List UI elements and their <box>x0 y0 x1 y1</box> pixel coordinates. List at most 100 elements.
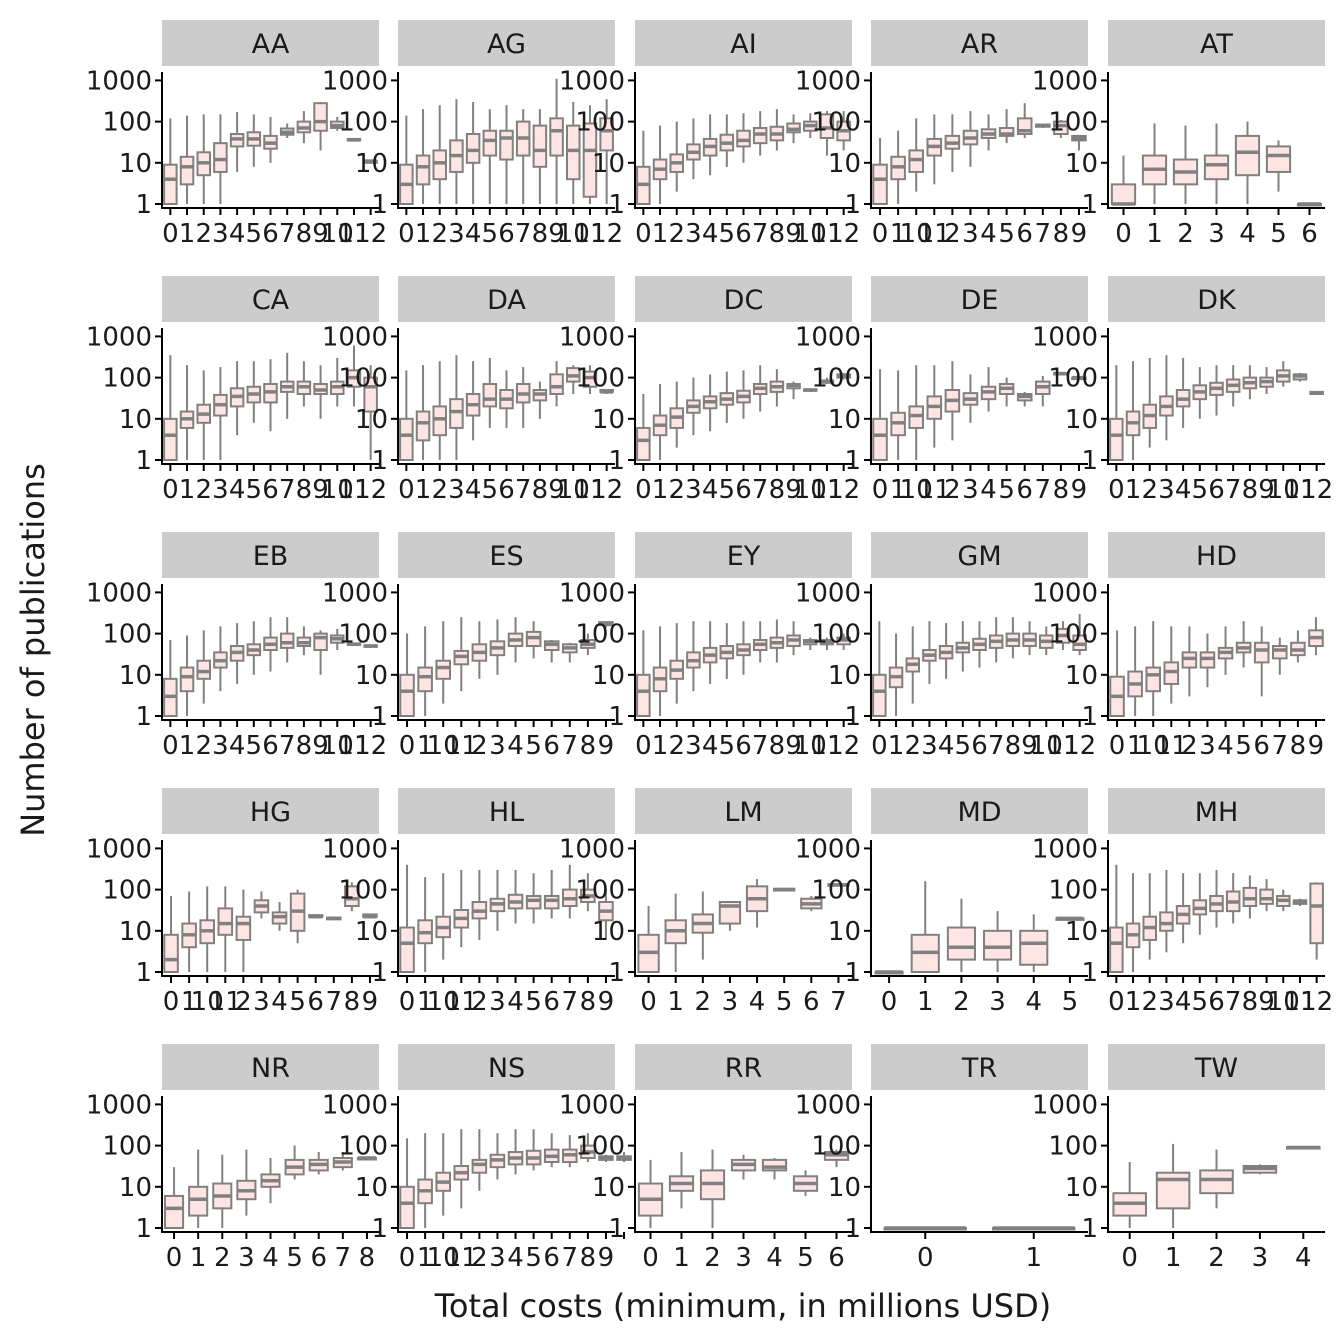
y-tick-label: 100 <box>811 1132 861 1162</box>
x-tick-label: 4 <box>229 219 246 249</box>
y-tick-label: 1 <box>844 190 861 220</box>
x-tick-label: 4 <box>766 1243 783 1273</box>
x-tick-label: 2 <box>1208 1243 1225 1273</box>
x-tick-label: 1 <box>190 1243 207 1273</box>
x-tick-label: 0 <box>1108 475 1125 505</box>
y-tick-label: 10 <box>355 917 388 947</box>
x-tick-label: 2 <box>944 475 961 505</box>
x-tick-label: 0 <box>162 219 179 249</box>
x-tick-label: 8 <box>769 731 786 761</box>
y-tick-label: 100 <box>1048 364 1098 394</box>
x-tick-label: 1 <box>652 475 669 505</box>
x-tick-label: 12 <box>1300 475 1333 505</box>
box <box>636 426 651 462</box>
x-tick-label: 3 <box>212 219 229 249</box>
strip-label: DE <box>961 285 999 316</box>
box <box>313 102 328 132</box>
y-tick-label: 1 <box>1081 190 1098 220</box>
y-axis-title: Number of publications <box>14 463 52 837</box>
box <box>1265 145 1292 173</box>
x-tick-label: 8 <box>1053 219 1070 249</box>
x-tick-label: 11 <box>918 219 951 249</box>
x-tick-label: 1 <box>179 731 196 761</box>
x-tick-label: 8 <box>1290 731 1307 761</box>
y-tick-label: 100 <box>811 364 861 394</box>
x-tick-label: 1 <box>1127 731 1144 761</box>
x-tick-label: 4 <box>465 219 482 249</box>
strip <box>635 20 852 66</box>
x-tick-label: 2 <box>1181 731 1198 761</box>
x-tick-label: 3 <box>1208 219 1225 249</box>
strip <box>162 1044 379 1090</box>
y-tick-label: 1 <box>135 446 152 476</box>
x-tick-label: 2 <box>471 1243 488 1273</box>
x-tick-label: 2 <box>235 987 252 1017</box>
x-tick-label: 5 <box>719 731 736 761</box>
box <box>1259 888 1274 905</box>
strip-label: TR <box>961 1053 997 1084</box>
x-tick-label: 8 <box>769 219 786 249</box>
x-tick-label: 11 <box>337 475 370 505</box>
x-tick-label: 9 <box>1308 731 1325 761</box>
strip-label: EB <box>253 541 289 572</box>
y-tick-label: 10 <box>355 149 388 179</box>
box <box>946 926 976 961</box>
y-tick-label: 1000 <box>795 578 861 608</box>
strip-label: AG <box>487 29 526 60</box>
x-tick-label: 9 <box>312 219 329 249</box>
y-tick-label: 100 <box>102 108 152 138</box>
x-tick-label: 4 <box>749 987 766 1017</box>
x-tick-label: 7 <box>752 475 769 505</box>
y-tick-label: 100 <box>338 108 388 138</box>
strip <box>398 788 615 834</box>
x-tick-label: 12 <box>1300 987 1333 1017</box>
strip-label: RR <box>725 1053 763 1084</box>
y-tick-label: 100 <box>102 1132 152 1162</box>
y-tick-label: 1000 <box>86 322 152 352</box>
x-tick-label: 6 <box>803 987 820 1017</box>
x-tick-label: 6 <box>735 731 752 761</box>
x-tick-label: 5 <box>525 1243 542 1273</box>
strip <box>635 276 852 322</box>
strip-label: EY <box>727 541 761 572</box>
y-tick-label: 10 <box>828 917 861 947</box>
x-tick-label: 2 <box>195 731 212 761</box>
box <box>432 405 447 437</box>
box <box>235 915 252 941</box>
x-tick-label: 10 <box>321 475 354 505</box>
x-tick-label: 1 <box>179 219 196 249</box>
y-tick-label: 1000 <box>1032 322 1098 352</box>
x-tick-label: 10 <box>321 731 354 761</box>
x-tick-label: 2 <box>431 219 448 249</box>
y-tick-label: 1000 <box>322 578 388 608</box>
x-tick-label: 6 <box>1301 219 1318 249</box>
y-tick-label: 1000 <box>322 322 388 352</box>
x-tick-label: 4 <box>980 219 997 249</box>
box <box>163 417 178 462</box>
x-tick-label: 8 <box>1242 987 1259 1017</box>
y-tick-label: 1 <box>1081 958 1098 988</box>
x-tick-label: 4 <box>702 219 719 249</box>
strip <box>162 532 379 578</box>
x-tick-label: 10 <box>1267 475 1300 505</box>
x-tick-label: 2 <box>471 987 488 1017</box>
x-tick-label: 4 <box>1217 731 1234 761</box>
x-tick-label: 2 <box>668 475 685 505</box>
x-tick-label: 5 <box>289 987 306 1017</box>
x-tick-label: 5 <box>1192 987 1209 1017</box>
y-tick-label: 10 <box>828 1173 861 1203</box>
y-tick-label: 1000 <box>559 66 625 96</box>
y-tick-label: 10 <box>592 917 625 947</box>
box <box>499 129 514 161</box>
box <box>432 149 447 181</box>
x-tick-label: 0 <box>399 731 416 761</box>
x-tick-label: 11 <box>573 475 606 505</box>
y-tick-label: 1 <box>844 446 861 476</box>
x-tick-label: 11 <box>337 219 370 249</box>
strip <box>635 1044 852 1090</box>
